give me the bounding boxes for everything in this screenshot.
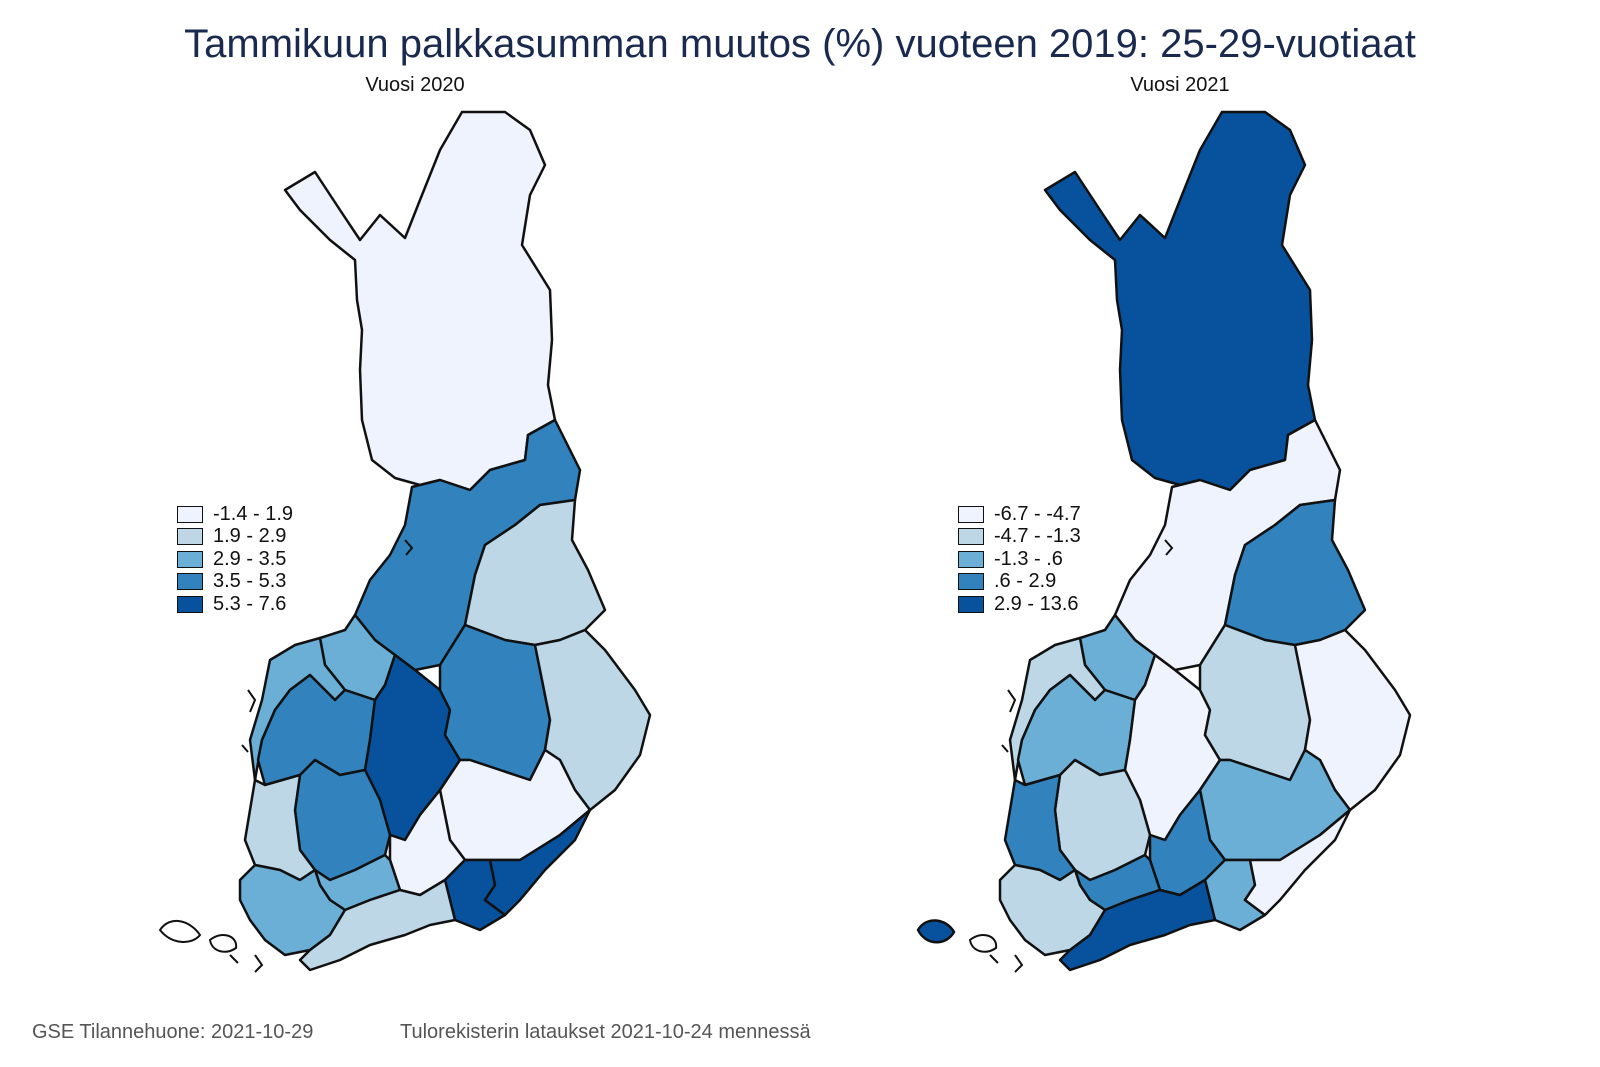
legend-swatch (177, 573, 203, 591)
region-uusimaa (1058, 878, 1217, 972)
legend-swatch (958, 505, 984, 523)
legend-item: -1.4 - 1.9 (177, 503, 293, 526)
legend-2020: -1.4 - 1.9 1.9 - 2.9 2.9 - 3.5 3.5 - 5.3… (177, 503, 293, 616)
legend-item: 2.9 - 3.5 (177, 548, 293, 571)
legend-swatch (958, 528, 984, 546)
legend-swatch (177, 550, 203, 568)
legend-label: 3.5 - 5.3 (213, 570, 287, 593)
legend-item: -4.7 - -1.3 (958, 525, 1081, 549)
map-subtitle-2020: Vuosi 2020 (365, 74, 465, 96)
legend-item: 3.5 - 5.3 (177, 570, 293, 594)
region-uusimaa (298, 878, 457, 972)
region-lappi (1043, 110, 1317, 492)
map-subtitle-2021: Vuosi 2021 (1130, 74, 1230, 96)
chart-title: Tammikuun palkkasumman muutos (%) vuotee… (184, 22, 1416, 66)
legend-item: 1.9 - 2.9 (177, 525, 293, 549)
footer-source: GSE Tilannehuone: 2021-10-29 (32, 1021, 314, 1043)
legend-item: 5.3 - 7.6 (177, 593, 293, 616)
legend-item: .6 - 2.9 (958, 570, 1081, 594)
map-2021 (916, 110, 1412, 973)
archipelago-islands (968, 539, 1174, 973)
legend-swatch (177, 505, 203, 523)
region-etela-karjala (1243, 808, 1352, 917)
legend-label: -4.7 - -1.3 (994, 525, 1081, 548)
legend-swatch (958, 550, 984, 568)
legend-swatch (177, 595, 203, 613)
region-ahvenanmaa (916, 919, 956, 944)
legend-label: 5.3 - 7.6 (213, 592, 287, 615)
legend-label: 2.9 - 13.6 (994, 592, 1079, 615)
legend-item: 2.9 - 13.6 (958, 593, 1081, 616)
legend-swatch (177, 528, 203, 546)
legend-swatch (958, 595, 984, 613)
legend-item: -6.7 - -4.7 (958, 503, 1081, 526)
map-2020 (158, 110, 652, 973)
region-etela-karjala (483, 808, 592, 917)
footer-note: Tulorekisterin lataukset 2021-10-24 menn… (400, 1021, 811, 1043)
legend-label: 2.9 - 3.5 (213, 547, 287, 570)
legend-item: -1.3 - .6 (958, 548, 1081, 571)
legend-label: 1.9 - 2.9 (213, 525, 287, 548)
legend-label: -1.3 - .6 (994, 547, 1063, 570)
legend-2021: -6.7 - -4.7 -4.7 - -1.3 -1.3 - .6 .6 - 2… (958, 503, 1081, 616)
legend-label: .6 - 2.9 (994, 570, 1057, 593)
legend-swatch (958, 573, 984, 591)
archipelago-islands (158, 539, 414, 973)
legend-label: -6.7 - -4.7 (994, 502, 1081, 525)
legend-label: -1.4 - 1.9 (213, 502, 294, 525)
region-lappi (283, 110, 557, 492)
